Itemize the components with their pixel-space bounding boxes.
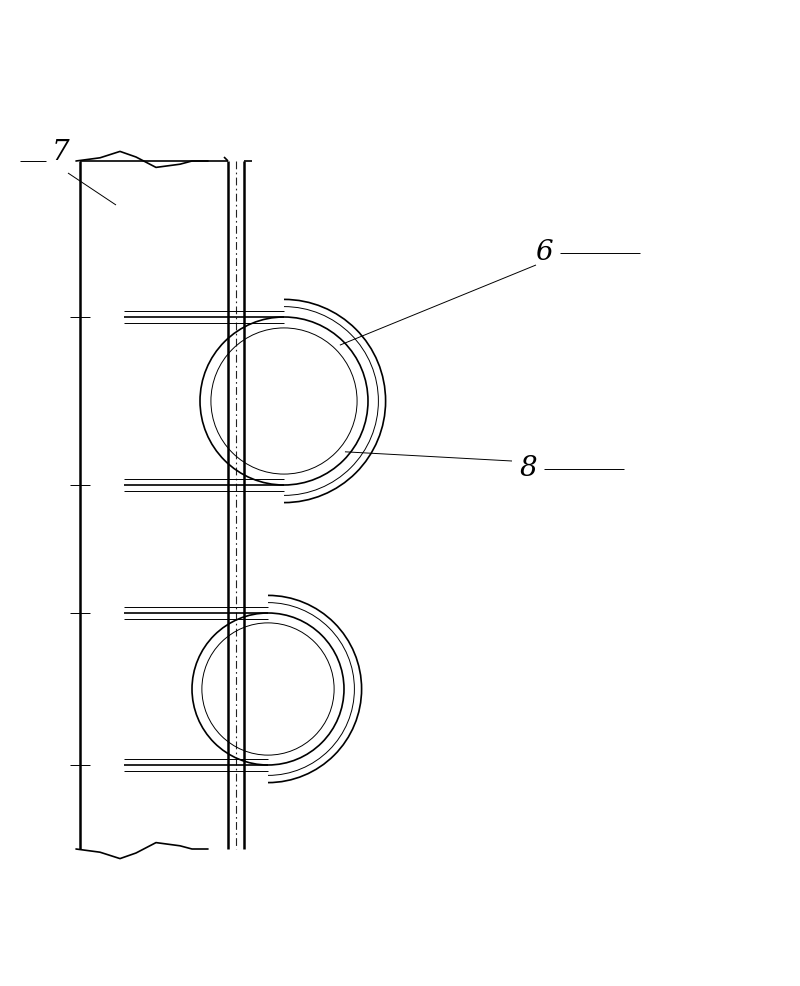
Text: 8: 8 [519, 456, 537, 482]
Text: 6: 6 [535, 240, 553, 266]
Text: 7: 7 [51, 139, 69, 167]
